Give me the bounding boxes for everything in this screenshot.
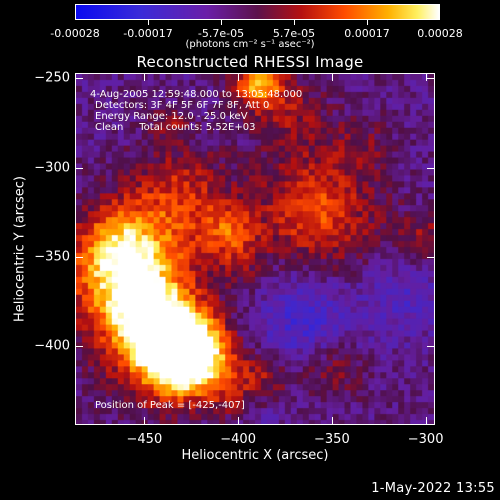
x-tick-mark bbox=[144, 73, 146, 81]
colorbar-tick-label: -0.00028 bbox=[50, 27, 100, 40]
y-tick-mark bbox=[75, 167, 83, 169]
x-tick-mark bbox=[238, 417, 240, 425]
x-tick-mark bbox=[331, 73, 333, 81]
annotation-time-range: 4-Aug-2005 12:59:48.000 to 13:05:48.000 bbox=[90, 89, 303, 100]
y-tick-label: −300 bbox=[34, 160, 70, 176]
y-tick-label: −350 bbox=[34, 249, 70, 265]
y-tick-label: −400 bbox=[34, 338, 70, 354]
colorbar-tick-mark bbox=[148, 20, 149, 25]
y-axis-label: Heliocentric Y (arcsec) bbox=[12, 176, 28, 322]
y-tick-mark bbox=[427, 78, 435, 80]
annotation-detectors: Detectors: 3F 4F 5F 6F 7F 8F, Att 0 bbox=[95, 100, 270, 111]
colorbar-units: (photons cm⁻² s⁻¹ asec⁻²) bbox=[185, 39, 315, 50]
x-tick-mark bbox=[238, 73, 240, 81]
y-tick-mark bbox=[427, 257, 435, 259]
y-tick-mark bbox=[427, 346, 435, 348]
colorbar-tick-label: -0.00017 bbox=[123, 27, 173, 40]
x-tick-mark bbox=[425, 73, 427, 81]
colorbar-tick-mark bbox=[367, 20, 368, 25]
heatmap-image bbox=[76, 74, 434, 424]
annotation-peak: Position of Peak = [-425,-407] bbox=[95, 400, 245, 411]
x-tick-label: −350 bbox=[314, 432, 350, 447]
y-tick-label: −250 bbox=[34, 70, 70, 86]
colorbar-tick-mark bbox=[221, 20, 222, 25]
y-tick-mark bbox=[75, 78, 83, 80]
x-tick-mark bbox=[331, 417, 333, 425]
annotation-energy-range: Energy Range: 12.0 - 25.0 keV bbox=[95, 111, 248, 122]
y-tick-mark bbox=[75, 346, 83, 348]
colorbar-tick-label: -5.7e-05 bbox=[197, 27, 245, 40]
colorbar-tick-label: 0.00028 bbox=[417, 27, 463, 40]
x-tick-label: −450 bbox=[126, 432, 163, 447]
annotation-method: Clean Total counts: 5.52E+03 bbox=[95, 122, 256, 133]
x-tick-label: −300 bbox=[407, 432, 444, 447]
plot-area: 4-Aug-2005 12:59:48.000 to 13:05:48.000 … bbox=[75, 73, 435, 425]
x-tick-label: −400 bbox=[220, 432, 256, 447]
plot-title: Reconstructed RHESSI Image bbox=[136, 53, 364, 71]
colorbar bbox=[75, 4, 440, 20]
colorbar-tick-label: 5.7e-05 bbox=[272, 27, 316, 40]
colorbar-tick-mark bbox=[294, 20, 295, 25]
colorbar-tick-label: 0.00017 bbox=[344, 27, 390, 40]
y-tick-mark bbox=[75, 257, 83, 259]
footer-date: 1-May-2022 13:55 bbox=[371, 481, 495, 496]
x-tick-mark bbox=[425, 417, 427, 425]
y-tick-mark bbox=[427, 167, 435, 169]
x-axis-label: Heliocentric X (arcsec) bbox=[181, 448, 329, 463]
x-tick-mark bbox=[144, 417, 146, 425]
